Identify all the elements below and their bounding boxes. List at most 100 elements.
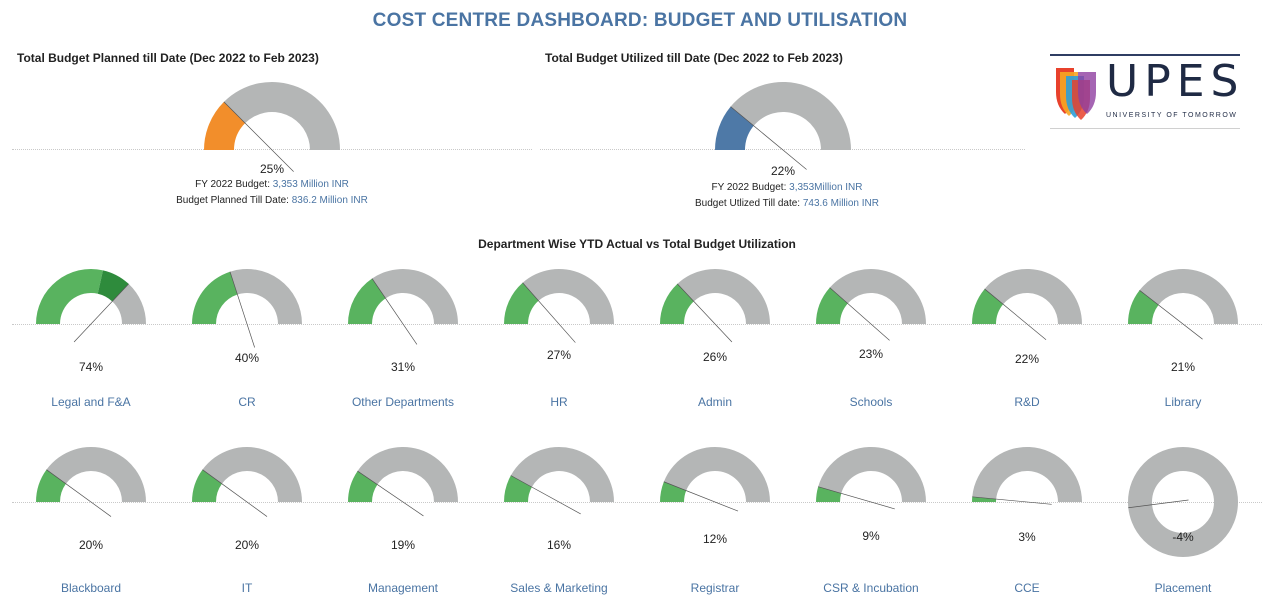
gauge-library-value-arc [1128, 290, 1159, 324]
dept-name-label: Other Departments [351, 395, 455, 409]
planned-fy-budget: FY 2022 Budget: 3,353 Million INR [195, 179, 349, 190]
gauge-management-remaining-arc [357, 447, 458, 502]
dept-percent-label: 20% [78, 538, 104, 552]
upes-logo: UPES UNIVERSITY OF TOMORROW [1050, 54, 1240, 129]
dept-name-label: HR [550, 395, 568, 409]
gauge-r-d-value-arc [972, 288, 1004, 324]
gauge-management-value-arc [348, 471, 378, 502]
gauge-library-needle [1139, 290, 1203, 340]
gauge-admin-value-arc [660, 283, 694, 324]
planned-remaining-arc [223, 82, 340, 150]
dept-name-label: Schools [849, 395, 893, 409]
dept-percent-label: 3% [1018, 530, 1036, 544]
dept-name-label: Registrar [690, 581, 740, 595]
gauge-registrar-needle [663, 481, 739, 512]
dept-gauge-10 [348, 447, 458, 517]
logo-name: UPES [1106, 56, 1245, 107]
gauge-legal-and-f-a-value-arc-2 [97, 270, 129, 302]
gauge-r-d-needle [984, 288, 1047, 341]
dept-percent-label: 23% [858, 347, 884, 361]
planned-needle [223, 101, 294, 172]
dept-percent-label: -4% [1172, 530, 1194, 544]
gauge-cce-remaining-arc [972, 447, 1082, 502]
gauge-cr-value-arc [192, 271, 238, 324]
planned-baseline [12, 149, 532, 150]
dept-percent-label: 9% [862, 529, 880, 543]
dept-name-label: CR [238, 395, 256, 409]
dept-name-label: CSR & Incubation [823, 581, 919, 595]
dept-percent-label: 19% [390, 538, 416, 552]
utilized-remaining-arc [730, 82, 851, 150]
gauge-blackboard-remaining-arc [46, 447, 146, 502]
dept-gauge-1 [192, 269, 302, 348]
dept-gauge-14 [972, 447, 1082, 505]
utilized-fy-budget: FY 2022 Budget: 3,353Million INR [711, 182, 863, 193]
dept-percent-label: 27% [546, 348, 572, 362]
dept-percent-label: 20% [234, 538, 260, 552]
gauge-blackboard-value-arc [36, 469, 66, 502]
gauge-cce-value-arc [972, 496, 997, 502]
gauge-cr-needle [229, 271, 255, 348]
utilized-needle [730, 106, 807, 170]
planned-till-date: Budget Planned Till Date: 836.2 Million … [176, 195, 368, 206]
dept-gauge-2 [348, 269, 458, 345]
gauge-other-departments-value-arc [348, 278, 386, 324]
dept-name-label: CCE [1014, 581, 1040, 595]
gauge-cr-remaining-arc [230, 269, 302, 324]
utilized-gauge [715, 82, 851, 170]
dept-gauge-7 [1128, 269, 1238, 340]
dept-name-label: R&D [1014, 395, 1040, 409]
gauge-it-needle [202, 469, 268, 517]
dept-percent-label: 22% [1014, 352, 1040, 366]
gauge-legal-and-f-a-remaining-arc [112, 283, 146, 324]
dept-gauge-11 [504, 447, 614, 515]
utilized-till-date: Budget Utlized Till date: 743.6 Million … [695, 198, 879, 209]
dept-gauge-5 [816, 269, 926, 341]
utilized-title: Total Budget Utilized till Date (Dec 202… [545, 51, 843, 65]
dept-gauge-3 [504, 269, 614, 343]
gauge-other-departments-remaining-arc [372, 269, 458, 324]
gauge-r-d-remaining-arc [984, 269, 1082, 324]
dept-name-label: Library [1164, 395, 1202, 409]
planned-title: Total Budget Planned till Date (Dec 2022… [17, 51, 319, 65]
dept-gauge-8 [36, 447, 146, 517]
planned-value-arc [204, 101, 246, 150]
gauge-management-needle [357, 470, 424, 517]
gauge-schools-remaining-arc [829, 269, 926, 324]
gauge-sales-marketing-value-arc [504, 475, 532, 502]
gauge-cce-needle [972, 496, 1052, 505]
gauge-registrar-remaining-arc [663, 447, 770, 502]
gauge-schools-needle [829, 287, 890, 341]
dept-percent-label: 74% [78, 360, 104, 374]
gauge-sales-marketing-remaining-arc [510, 447, 614, 502]
planned-gauge [204, 82, 340, 172]
gauge-legal-and-f-a-needle [73, 283, 129, 343]
logo-tagline: UNIVERSITY OF TOMORROW [1106, 112, 1238, 119]
gauge-sales-marketing-needle [510, 475, 581, 515]
planned-percent: 25% [259, 162, 285, 176]
dept-gauge-6 [972, 269, 1082, 341]
gauge-placement-needle [1128, 499, 1189, 509]
dept-percent-label: 21% [1170, 360, 1196, 374]
dept-name-label: Management [367, 581, 439, 595]
gauge-hr-value-arc [504, 282, 539, 324]
dept-gauge-9 [192, 447, 302, 517]
utilized-percent: 22% [770, 164, 796, 178]
gauge-blackboard-needle [46, 469, 112, 517]
dept-name-label: Sales & Marketing [510, 581, 608, 595]
dept-percent-label: 16% [546, 538, 572, 552]
dept-percent-label: 31% [390, 360, 416, 374]
dept-percent-label: 40% [234, 351, 260, 365]
dept-percent-label: 12% [702, 532, 728, 546]
gauge-csr-incubation-remaining-arc [818, 447, 926, 502]
gauge-hr-remaining-arc [522, 269, 614, 324]
dept-name-label: Admin [697, 395, 732, 409]
dept-gauge-13 [816, 447, 926, 510]
gauge-legal-and-f-a-value-arc [36, 269, 103, 324]
gauge-hr-needle [522, 282, 576, 343]
dept-percent-label: 26% [702, 350, 728, 364]
dept-gauge-4 [660, 269, 770, 343]
dept-row1-baseline [12, 324, 1262, 325]
dept-name-label: Blackboard [60, 581, 122, 595]
gauge-other-departments-needle [371, 278, 418, 345]
